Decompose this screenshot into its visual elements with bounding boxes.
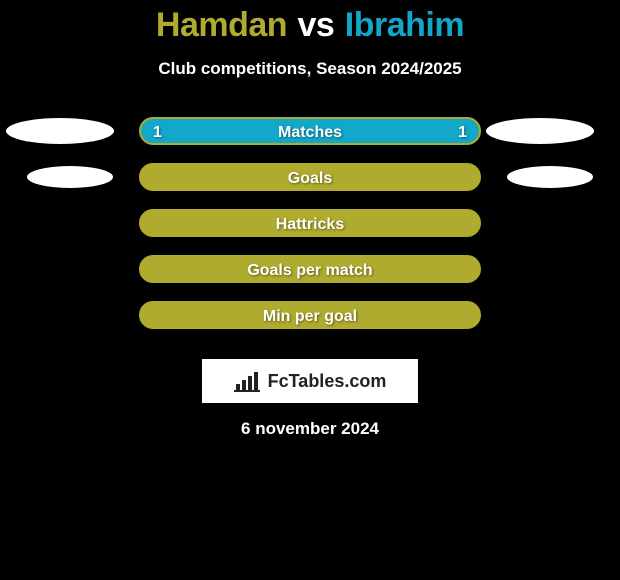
logo-text: FcTables.com	[268, 371, 387, 392]
stat-bar-value-right: 1	[458, 119, 467, 147]
stat-bar-label: Min per goal	[141, 303, 479, 331]
stat-row: Matches1 1	[0, 117, 620, 163]
stat-bar: Matches1 1	[139, 117, 481, 145]
comparison-card: Hamdan vs Ibrahim Club competitions, Sea…	[0, 0, 620, 580]
stat-bar: Goals	[139, 163, 481, 191]
stat-row: Min per goal	[0, 301, 620, 347]
title-block: Hamdan vs Ibrahim	[0, 0, 620, 45]
stat-row: Hattricks	[0, 209, 620, 255]
title-player2: Ibrahim	[345, 6, 464, 44]
side-ellipse-right	[486, 118, 594, 144]
stat-row: Goals per match	[0, 255, 620, 301]
side-ellipse-left	[6, 118, 114, 144]
title-vs: vs	[298, 6, 335, 44]
title-player1: Hamdan	[156, 6, 287, 44]
chart-area: Matches1 1 Goals Hattricks Goals per match Mi…	[0, 117, 620, 347]
stat-bar-label: Goals	[141, 165, 479, 193]
stat-bar-value-left: 1	[153, 119, 162, 147]
stat-bar: Hattricks	[139, 209, 481, 237]
logo-box: FcTables.com	[202, 359, 418, 403]
logo-chart-icon	[234, 370, 262, 392]
stat-bar-label: Matches	[141, 119, 479, 147]
stat-row: Goals	[0, 163, 620, 209]
subtitle: Club competitions, Season 2024/2025	[0, 59, 620, 79]
stat-bar-label: Goals per match	[141, 257, 479, 285]
side-ellipse-right	[507, 166, 593, 188]
side-ellipse-left	[27, 166, 113, 188]
date-line: 6 november 2024	[0, 419, 620, 439]
stat-bar: Min per goal	[139, 301, 481, 329]
stat-bar: Goals per match	[139, 255, 481, 283]
stat-bar-label: Hattricks	[141, 211, 479, 239]
